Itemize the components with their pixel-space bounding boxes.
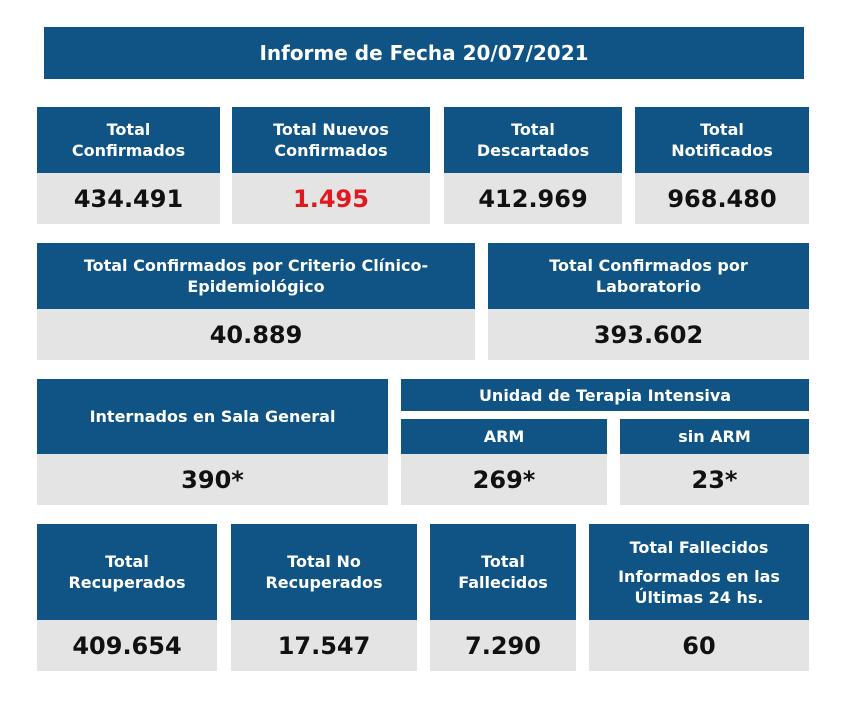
confirmados-criterio-clinico-value: 40.889 — [37, 309, 475, 360]
total-no-recuperados-value: 17.547 — [231, 620, 417, 671]
total-no-recuperados-label: Total No Recuperados — [231, 524, 417, 620]
total-nuevos-confirmados-label: Total Nuevos Confirmados — [232, 107, 430, 173]
uti-arm-value: 269* — [401, 454, 607, 505]
total-confirmados-value: 434.491 — [37, 173, 220, 224]
report-title: Informe de Fecha 20/07/2021 — [44, 27, 804, 79]
uti-arm-label: ARM — [401, 419, 607, 454]
internados-sala-general-value: 390* — [37, 454, 388, 505]
total-confirmados-label: Total Confirmados — [37, 107, 220, 173]
total-descartados-label: Total Descartados — [444, 107, 622, 173]
total-fallecidos-value: 7.290 — [430, 620, 576, 671]
uti-sin-arm-value: 23* — [620, 454, 809, 505]
fallecidos-24hs-header: Total Fallecidos Informados en las Últim… — [589, 524, 809, 620]
total-notificados-label: Total Notificados — [635, 107, 809, 173]
total-notificados-value: 968.480 — [635, 173, 809, 224]
confirmados-laboratorio-label: Total Confirmados por Laboratorio — [488, 243, 809, 309]
uti-sin-arm-label: sin ARM — [620, 419, 809, 454]
total-nuevos-confirmados-value: 1.495 — [232, 173, 430, 224]
fallecidos-24hs-label-line1: Total Fallecidos — [629, 537, 769, 557]
total-descartados-value: 412.969 — [444, 173, 622, 224]
confirmados-laboratorio-value: 393.602 — [488, 309, 809, 360]
fallecidos-24hs-value: 60 — [589, 620, 809, 671]
total-recuperados-value: 409.654 — [37, 620, 217, 671]
total-recuperados-label: Total Recuperados — [37, 524, 217, 620]
internados-sala-general-label: Internados en Sala General — [37, 379, 388, 454]
uti-label: Unidad de Terapia Intensiva — [401, 379, 809, 411]
fallecidos-24hs-label-line2: Informados en las Últimas 24 hs. — [618, 566, 780, 607]
total-fallecidos-label: Total Fallecidos — [430, 524, 576, 620]
confirmados-criterio-clinico-label: Total Confirmados por Criterio Clínico- … — [37, 243, 475, 309]
